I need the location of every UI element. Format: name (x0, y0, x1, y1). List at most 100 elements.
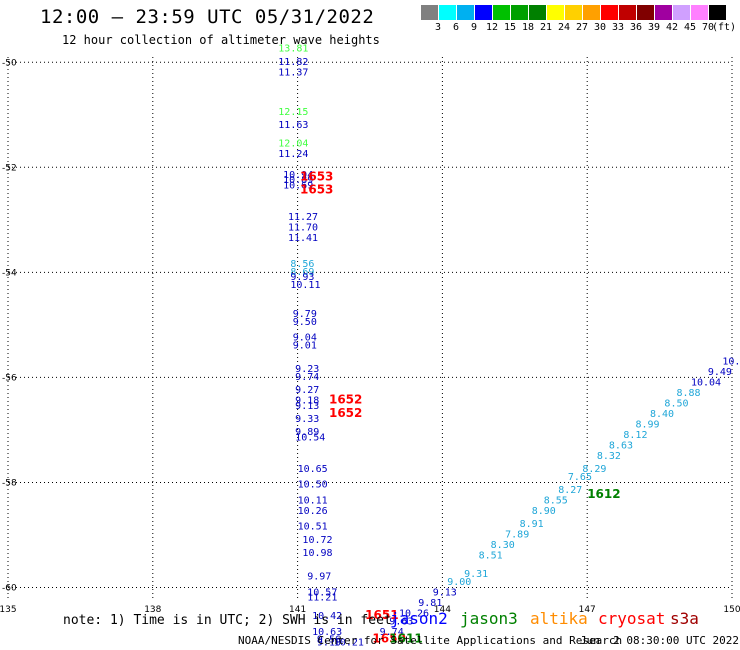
page-subtitle: 12 hour collection of altimeter wave hei… (62, 33, 380, 47)
wave-height-value: 9.63 (389, 616, 413, 627)
wave-height-value: 9.50 (293, 317, 317, 328)
wave-height-value: 9.04 (293, 333, 317, 344)
pass-time-label: 1612 (587, 487, 620, 501)
wave-height-value: 9.74 (295, 372, 319, 383)
wave-height-value: 10.63 (312, 627, 342, 638)
wave-height-value: 9.18 (295, 396, 319, 407)
wave-height-value: 13.81 (278, 44, 308, 55)
wave-height-value: 10.26 (399, 608, 429, 619)
legend-swatch (421, 5, 438, 20)
wave-height-value: 10.65 (298, 464, 328, 475)
lat-tick-label: -50 (2, 58, 17, 68)
legend-swatch (493, 5, 510, 20)
wave-height-value: 10.04 (691, 377, 721, 388)
legend-label: 42 (665, 22, 679, 33)
legend-label: 30 (593, 22, 607, 33)
legend-label: 70 (701, 22, 715, 33)
lon-tick-label: 135 (0, 605, 17, 615)
wave-height-value: 12.15 (278, 107, 308, 118)
wave-height-value: 11.70 (288, 222, 318, 233)
pass-time-label: 1611 (389, 632, 422, 646)
legend-label: 21 (539, 22, 553, 33)
wave-height-value: 11.63 (278, 120, 308, 131)
wave-height-value: 8.99 (635, 419, 659, 430)
footer-timestamp: Jun 2 08:30:00 UTC 2022 (580, 634, 739, 647)
pass-time-label: 1650 (372, 632, 405, 646)
lat-tick-label: -56 (2, 373, 17, 383)
lon-tick-label: 138 (144, 605, 161, 615)
wave-height-value: 8.51 (479, 551, 503, 562)
wave-height-value: 10.21 (334, 637, 364, 648)
wave-height-value: 10.57 (307, 587, 337, 598)
wave-height-value: 8.50 (664, 398, 688, 409)
lon-tick-label: 150 (723, 605, 740, 615)
legend-label: 18 (521, 22, 535, 33)
wave-height-value: 10.51 (298, 522, 328, 533)
wave-height-value: 8.69 (290, 267, 314, 278)
lon-tick-label: 144 (434, 605, 451, 615)
wave-height-value: 10.94 (283, 170, 313, 181)
wave-height-value: 8.27 (558, 485, 582, 496)
legend-swatch (655, 5, 672, 20)
lat-tick-label: -60 (2, 583, 17, 593)
legend-swatch (691, 5, 708, 20)
pass-time-label: 1652 (329, 393, 362, 407)
wave-height-value: 7.89 (505, 530, 529, 541)
legend-swatch (547, 5, 564, 20)
legend-label: 24 (557, 22, 571, 33)
satellite-altika: altika (530, 609, 588, 628)
wave-height-value: 11.82 (278, 57, 308, 68)
wave-height-value: 10.50 (298, 480, 328, 491)
legend-swatch (601, 5, 618, 20)
wave-height-value: 10.54 (295, 432, 325, 443)
wave-height-value: 9.81 (418, 598, 442, 609)
wave-height-value: 10.26 (298, 506, 328, 517)
footer-credit: NOAA/NESDIS Center for Satellite Applica… (238, 634, 623, 647)
wave-height-value: 9.23 (295, 364, 319, 375)
wave-height-value: 8.55 (544, 495, 568, 506)
legend-label: 36 (629, 22, 643, 33)
legend-label: 45 (683, 22, 697, 33)
wave-height-value: 8.30 (491, 540, 515, 551)
wave-height-value: 9.13 (295, 401, 319, 412)
legend-swatch (673, 5, 690, 20)
satellite-jason2: jason2 (390, 609, 448, 628)
legend-swatch (565, 5, 582, 20)
wave-height-value: 9.33 (295, 414, 319, 425)
wave-height-value: 9.56 (317, 635, 341, 646)
legend-unit: (ft) (711, 22, 737, 33)
wave-height-value: 8.56 (290, 259, 314, 270)
wave-height-value: 9.00 (447, 577, 471, 588)
wave-height-value: 8.88 (676, 388, 700, 399)
pass-time-label: 1651 (365, 608, 398, 622)
wave-height-value: 7.65 (568, 472, 592, 483)
wave-height-value: 10. (722, 356, 740, 367)
wave-height-value: 8.40 (650, 409, 674, 420)
wave-height-value: 11.37 (278, 67, 308, 78)
legend-label: 6 (452, 22, 460, 33)
wave-height-value: 11.24 (278, 149, 308, 160)
legend-swatch (709, 5, 726, 20)
wave-height-value: 10.42 (312, 611, 342, 622)
pass-time-label: 1652 (329, 406, 362, 420)
wave-height-value: 12.04 (278, 138, 308, 149)
wave-height-value: 8.12 (623, 430, 647, 441)
satellite-cryosat: cryosat (598, 609, 666, 628)
legend-label: 3 (434, 22, 442, 33)
wave-height-value: 9.93 (290, 272, 314, 283)
wave-height-value: 10.11 (298, 495, 328, 506)
wave-height-value: 9.10 (317, 637, 341, 648)
legend-swatch (529, 5, 546, 20)
wave-height-value: 10.89 (283, 175, 313, 186)
wave-height-value: 8.32 (597, 451, 621, 462)
legend-swatch (475, 5, 492, 20)
wave-height-value: 8.29 (582, 464, 606, 475)
wave-height-value: 9.79 (293, 309, 317, 320)
legend-label: 27 (575, 22, 589, 33)
legend-label: 15 (503, 22, 517, 33)
pass-time-label: 1653 (300, 169, 333, 183)
pass-time-label: 1653 (300, 183, 333, 197)
wave-height-value: 8.91 (520, 519, 544, 530)
lon-tick-label: 141 (289, 605, 306, 615)
